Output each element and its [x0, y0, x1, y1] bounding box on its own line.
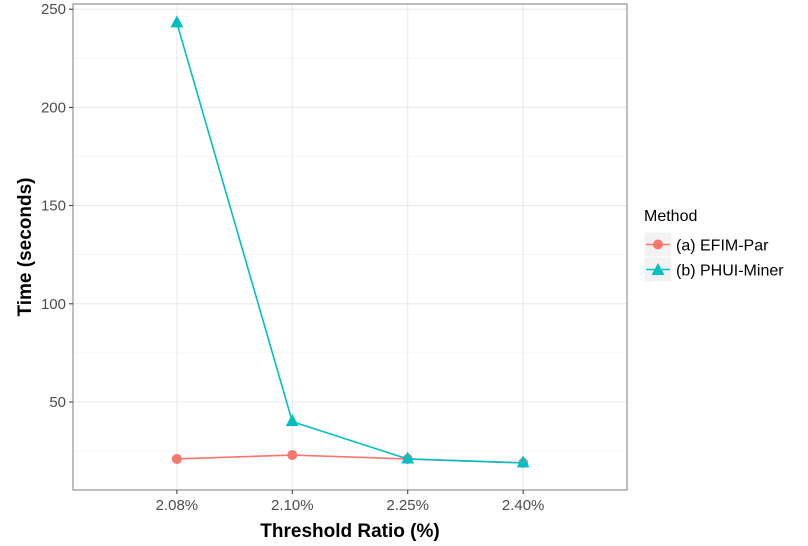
legend-key-2	[643, 256, 673, 283]
legend-key-1	[643, 231, 673, 258]
data-point-circle	[287, 450, 298, 461]
legend-circle-icon	[653, 239, 663, 250]
series-layer	[170, 15, 530, 468]
legend-label: (b) PHUI-Miner	[676, 263, 784, 280]
legend-label: (a) EFIM-Par	[676, 238, 769, 255]
series-line-2	[176, 22, 524, 464]
x-tick-label: 2.10%	[271, 497, 314, 514]
y-tick-label: 50	[49, 394, 66, 411]
x-tick-label: 2.25%	[386, 497, 429, 514]
y-tick-label: 200	[41, 99, 66, 116]
x-tick-label: 2.40%	[502, 497, 545, 514]
y-axis-title: Time (seconds)	[15, 177, 36, 316]
legend: Method (a) EFIM-Par (b) PHUI-Miner	[643, 208, 784, 283]
y-tick-label: 150	[41, 198, 66, 215]
minor-grid	[73, 57, 627, 452]
legend-title: Method	[644, 208, 697, 225]
data-point-circle	[171, 453, 182, 464]
data-point-triangle	[401, 451, 415, 464]
x-axis: 2.08% 2.10% 2.25% 2.40%	[156, 490, 545, 514]
major-grid	[73, 4, 627, 490]
y-tick-label: 250	[41, 1, 66, 18]
y-tick-label: 100	[41, 296, 66, 313]
data-point-triangle	[516, 455, 530, 468]
legend-triangle-icon	[651, 263, 665, 275]
x-axis-title: Threshold Ratio (%)	[260, 521, 439, 542]
x-tick-label: 2.08%	[156, 497, 199, 514]
y-axis: 50 100 150 200 250	[41, 1, 73, 411]
data-point-triangle	[285, 414, 299, 427]
plot-panel-border	[72, 3, 628, 491]
data-point-triangle	[170, 15, 184, 28]
